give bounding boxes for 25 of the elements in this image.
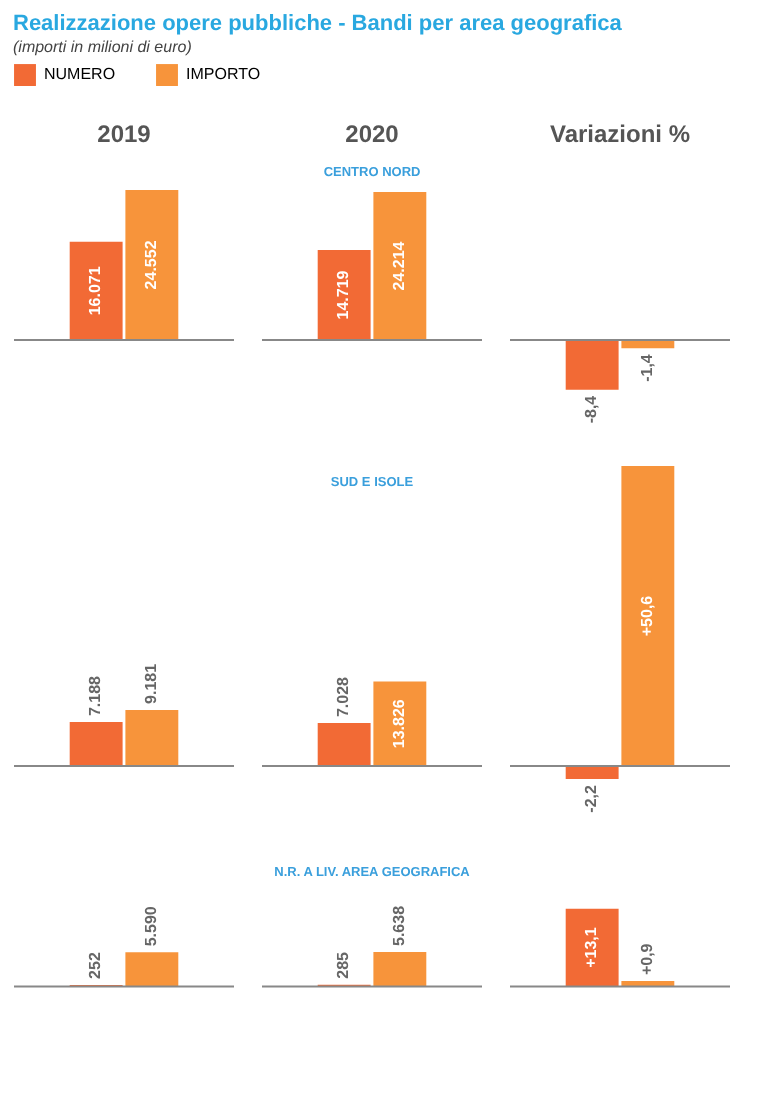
data-label: 16.071 [86, 265, 105, 316]
data-label: 285 [334, 950, 353, 979]
data-label: +13,1 [582, 926, 601, 968]
data-label: -8,4 [582, 394, 601, 424]
data-label: 7.188 [86, 674, 105, 717]
chart-title: 2019 [97, 120, 152, 148]
text: Realizzazione opere pubbliche - Bandi per area geografica [13, 12, 624, 36]
data-label: -2,2 [582, 783, 601, 813]
data-label: 7.028 [334, 675, 353, 718]
data-label: 13.826 [389, 698, 408, 749]
data-label: -1,4 [637, 353, 656, 382]
data-label: 5.638 [389, 904, 408, 946]
data-label: +50,6 [637, 594, 656, 637]
text: (importi in milioni di euro) [13, 38, 193, 56]
data-label: 252 [86, 951, 105, 979]
data-label: 24.214 [389, 240, 408, 291]
data-label: 24.552 [141, 239, 160, 290]
chart-title: Variazioni % [549, 120, 691, 148]
legend-label: NUMERO [44, 65, 116, 84]
data-label: 14.719 [334, 269, 353, 320]
data-label: 9.181 [141, 662, 160, 704]
legend-label: IMPORTO [186, 65, 261, 84]
chart-title: 2020 [345, 120, 400, 148]
data-label: +0,9 [637, 942, 656, 976]
data-label: 5.590 [141, 905, 160, 947]
